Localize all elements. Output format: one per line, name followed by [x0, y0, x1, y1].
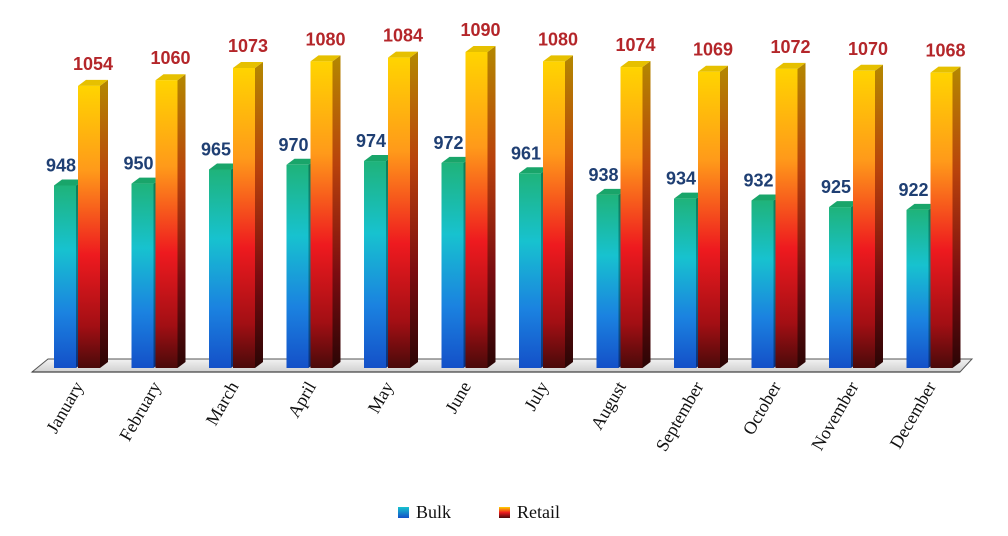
x-tick-labels-group: January February March April May June July Augu…	[42, 378, 940, 455]
x-tick-label-february: February	[115, 378, 165, 444]
bar-retail-july	[543, 55, 573, 369]
value-label-bulk-july: 961	[511, 143, 541, 163]
x-tick-label-january: January	[42, 378, 87, 436]
value-labels-group: 948 1054 950 1060 965 1073 970 1080 974 1084 972 10…	[46, 20, 966, 200]
x-tick-label-may: May	[364, 378, 398, 417]
value-label-retail-may: 1084	[383, 26, 423, 46]
bar-retail-may	[388, 51, 418, 368]
bar-retail-february	[155, 74, 186, 368]
bar-retail-september	[698, 65, 728, 369]
value-label-bulk-september: 934	[666, 169, 696, 189]
value-label-bulk-october: 932	[743, 171, 773, 191]
value-label-bulk-november: 925	[821, 177, 851, 197]
legend-label-bulk: Bulk	[416, 502, 451, 522]
x-tick-label-april: April	[284, 378, 320, 421]
value-label-retail-february: 1060	[150, 48, 190, 68]
legend-swatch-bulk	[398, 507, 409, 518]
x-tick-label-july: July	[520, 378, 552, 414]
value-label-bulk-march: 965	[201, 140, 231, 160]
value-label-retail-august: 1074	[615, 35, 655, 55]
bar-retail-october	[775, 62, 806, 369]
value-label-bulk-june: 972	[433, 133, 463, 153]
value-label-retail-july: 1080	[538, 29, 578, 49]
bar-retail-december	[930, 66, 961, 369]
value-label-retail-april: 1080	[305, 29, 345, 49]
x-tick-label-december: December	[886, 378, 940, 452]
value-label-retail-november: 1070	[848, 39, 888, 59]
value-label-bulk-august: 938	[588, 165, 618, 185]
x-tick-label-august: August	[587, 378, 630, 433]
bar-retail-april	[310, 55, 341, 369]
legend-swatch-retail	[499, 507, 510, 518]
bar-retail-november	[853, 64, 883, 369]
value-label-retail-june: 1090	[460, 20, 500, 40]
value-label-bulk-december: 922	[898, 180, 928, 200]
value-label-retail-march: 1073	[228, 36, 268, 56]
value-label-bulk-april: 970	[278, 135, 308, 155]
value-label-retail-december: 1068	[925, 41, 965, 61]
x-tick-label-november: November	[807, 378, 862, 454]
value-label-retail-september: 1069	[693, 40, 733, 60]
x-tick-label-october: October	[739, 378, 785, 438]
x-tick-label-june: June	[441, 378, 475, 417]
value-label-retail-january: 1054	[73, 54, 113, 74]
value-label-bulk-february: 950	[123, 154, 153, 174]
x-tick-label-march: March	[202, 378, 243, 429]
bar-retail-august	[620, 61, 651, 368]
value-label-retail-october: 1072	[770, 37, 810, 57]
x-tick-label-september: September	[652, 378, 708, 455]
bar-retail-june	[465, 46, 496, 368]
value-label-bulk-may: 974	[356, 131, 386, 151]
legend-label-retail: Retail	[517, 502, 560, 522]
value-label-bulk-january: 948	[46, 155, 76, 175]
bar-retail-march	[233, 61, 263, 368]
legend: Bulk Retail	[398, 502, 560, 522]
bars-group	[54, 46, 961, 369]
bar-retail-january	[78, 79, 108, 368]
